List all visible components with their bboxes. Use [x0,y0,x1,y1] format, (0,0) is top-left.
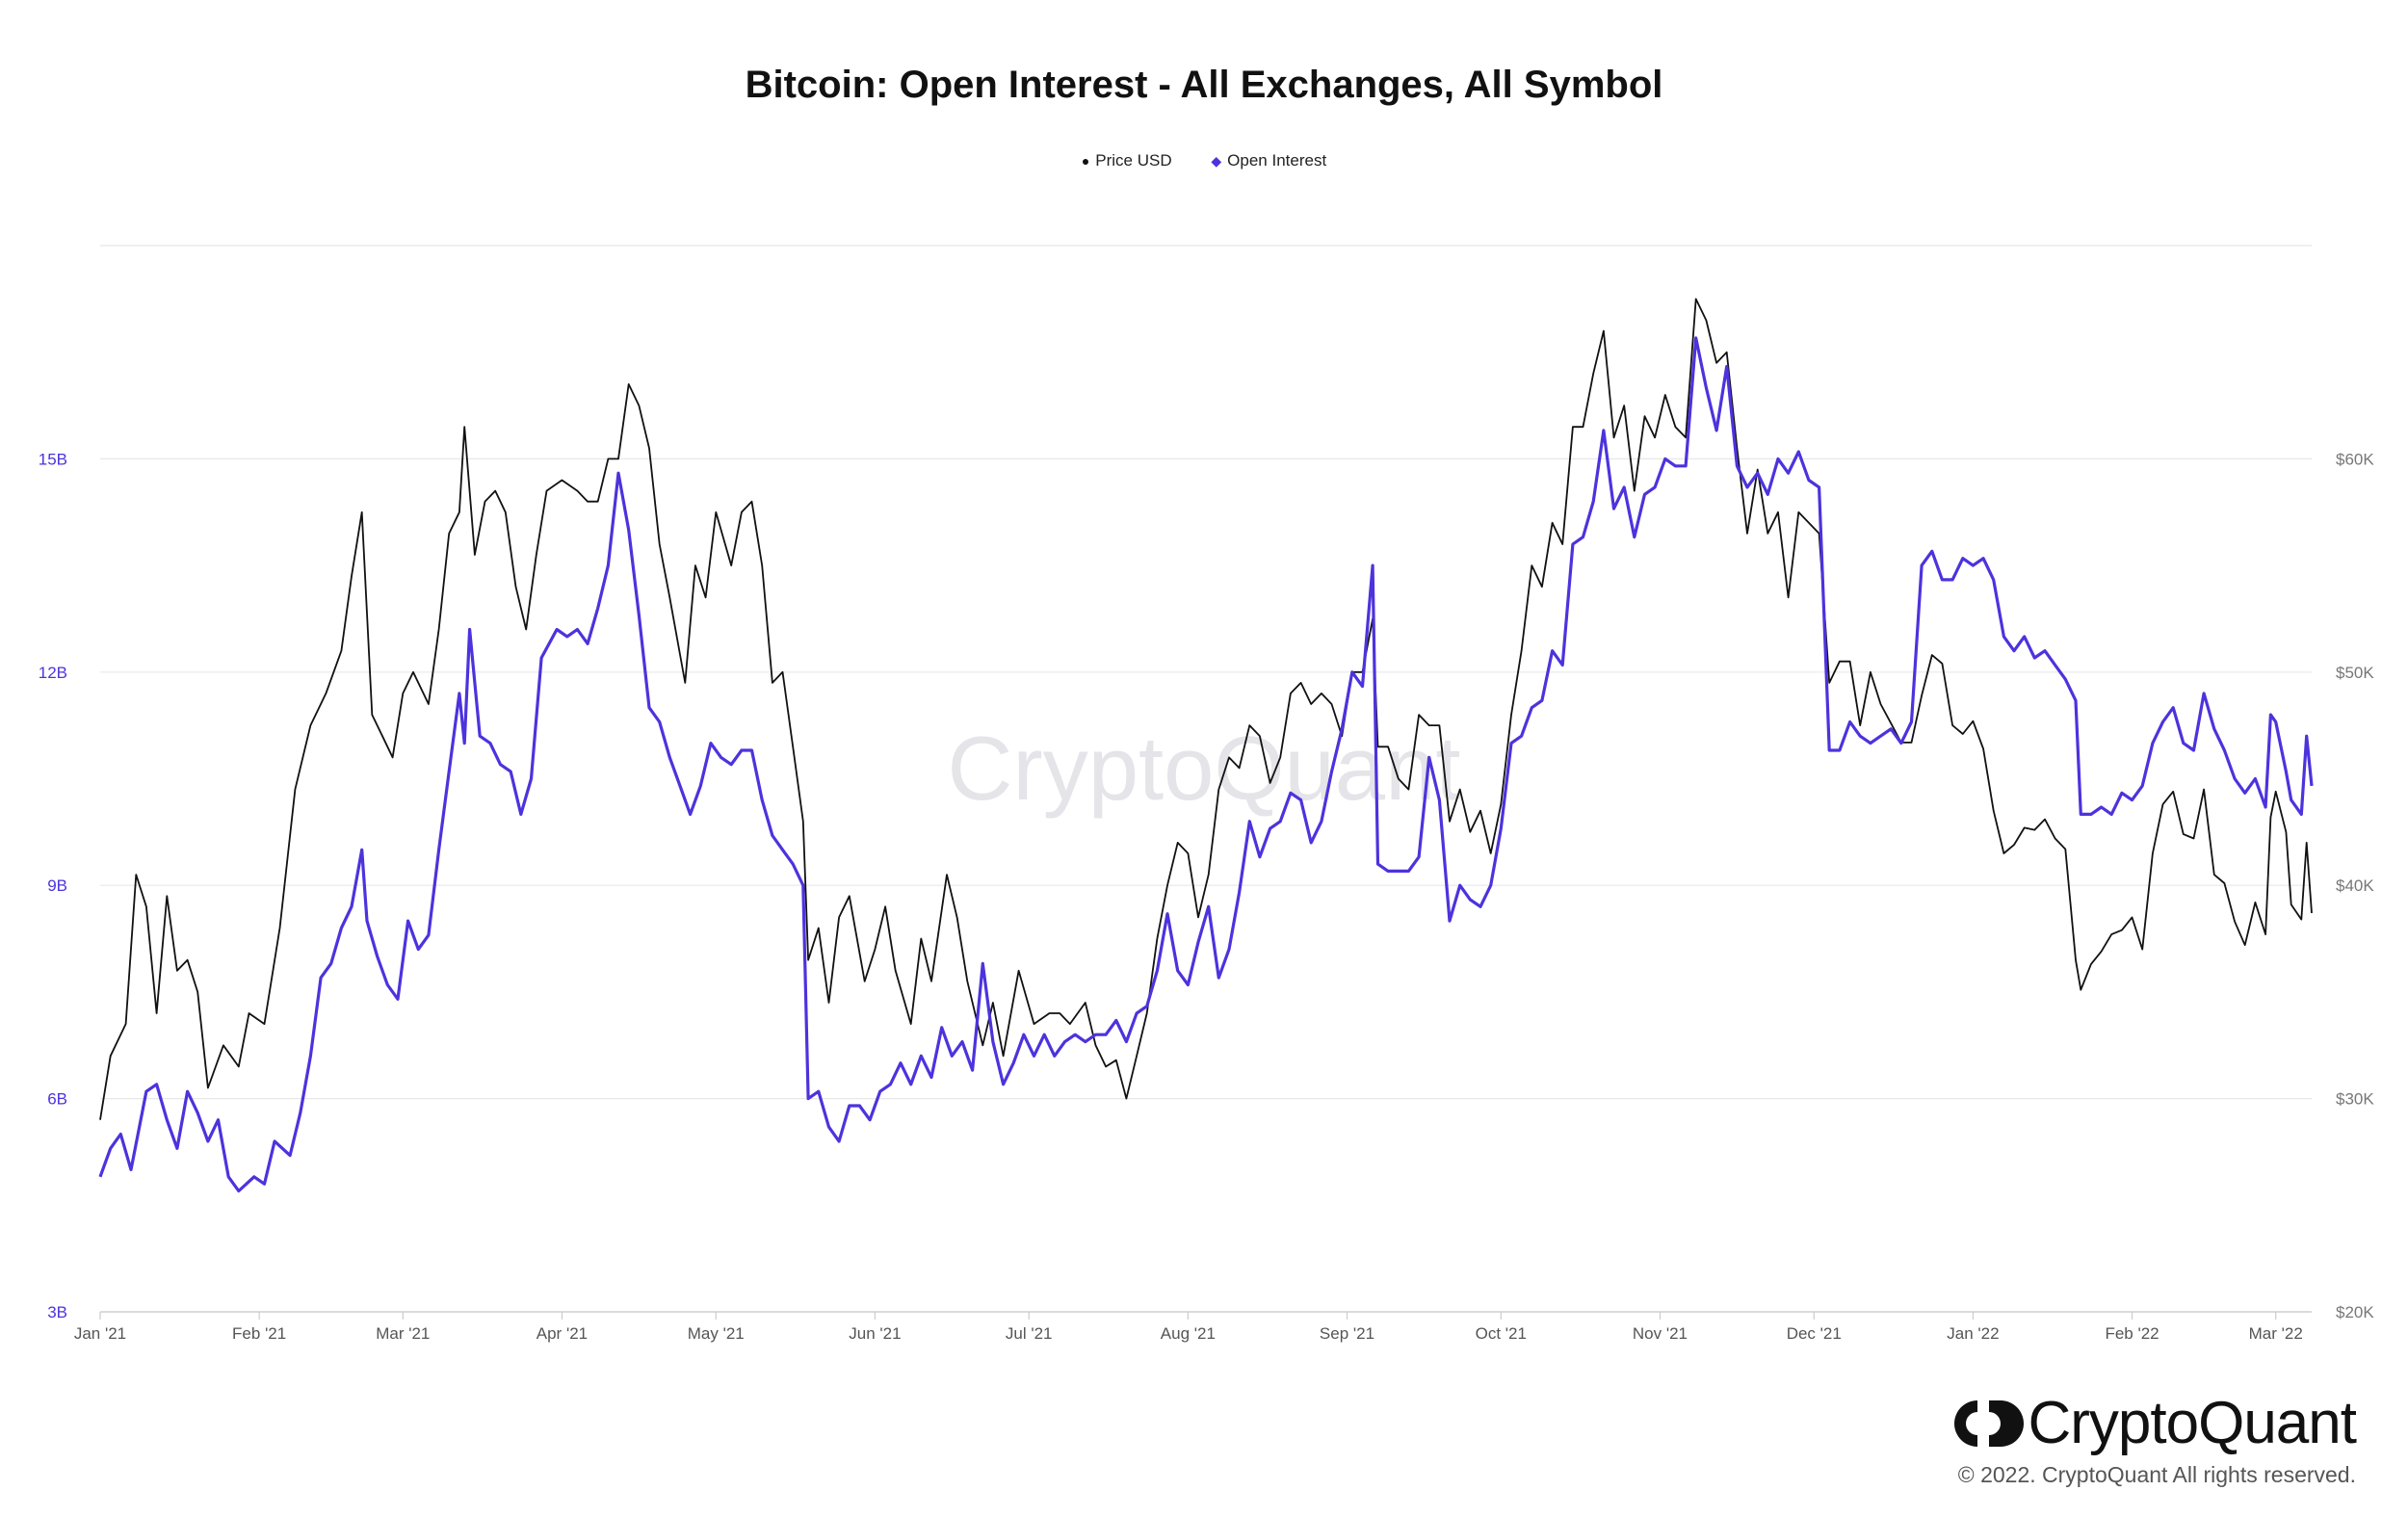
open-interest-line [98,336,2314,1193]
y-right-tick-label: $40K [2336,876,2374,895]
x-tick-label: Sep '21 [1320,1324,1374,1343]
x-tick-label: Feb '22 [2105,1324,2159,1343]
legend-marker-open-interest: ◆ [1211,153,1222,169]
cryptoquant-logo-icon [1954,1399,2025,1447]
legend-label-price: Price USD [1095,151,1172,170]
x-tick-label: Aug '21 [1161,1324,1216,1343]
x-axis: Jan '21 Feb '21 Mar '21 Apr '21 May '21 Jun '… [74,1312,2303,1343]
cryptoquant-logo: CryptoQuant [1950,1389,2357,1457]
x-tick-label: Jan '21 [74,1324,126,1343]
chart-legend: ● Price USD ◆ Open Interest [0,151,2408,170]
legend-marker-price: ● [1081,153,1090,169]
legend-label-open-interest: Open Interest [1227,151,1327,170]
x-tick-label: Nov '21 [1633,1324,1688,1343]
price-usd-line [99,298,2313,1120]
y-right-tick-label: $50K [2336,664,2374,682]
x-tick-label: Jan '22 [1947,1324,1999,1343]
y-left-tick-label: 15B [39,450,67,468]
y-right-tick-label: $30K [2336,1090,2374,1109]
y-left-tick-label: 6B [47,1090,67,1109]
y-axis-left: 3B 6B 9B 12B 15B [39,450,67,1321]
y-left-tick-label: 3B [47,1303,67,1321]
chart-title: Bitcoin: Open Interest - All Exchanges, … [745,64,1663,106]
y-left-tick-label: 9B [47,876,67,895]
legend-item-open-interest[interactable]: ◆ Open Interest [1211,151,1326,170]
x-tick-label: Jun '21 [849,1324,901,1343]
y-right-tick-label: $60K [2336,450,2374,468]
legend-item-price[interactable]: ● Price USD [1082,151,1172,170]
x-tick-label: Feb '21 [232,1324,286,1343]
x-tick-label: May '21 [688,1324,745,1343]
y-axis-right: $20K $30K $40K $50K $60K [2336,450,2374,1321]
x-tick-label: Mar '22 [2249,1324,2303,1343]
y-left-tick-label: 12B [39,664,67,682]
x-tick-label: Dec '21 [1787,1324,1842,1343]
watermark: CryptoQuant [948,718,1461,819]
y-right-tick-label: $20K [2336,1303,2374,1321]
x-tick-label: Oct '21 [1476,1324,1527,1343]
copyright: © 2022. CryptoQuant All rights reserved. [1957,1462,2356,1487]
x-tick-label: Jul '21 [1006,1324,1053,1343]
x-tick-label: Apr '21 [537,1324,588,1343]
logo-text: CryptoQuant [2028,1390,2357,1456]
x-tick-label: Mar '21 [376,1324,430,1343]
series-lines [98,298,2314,1193]
